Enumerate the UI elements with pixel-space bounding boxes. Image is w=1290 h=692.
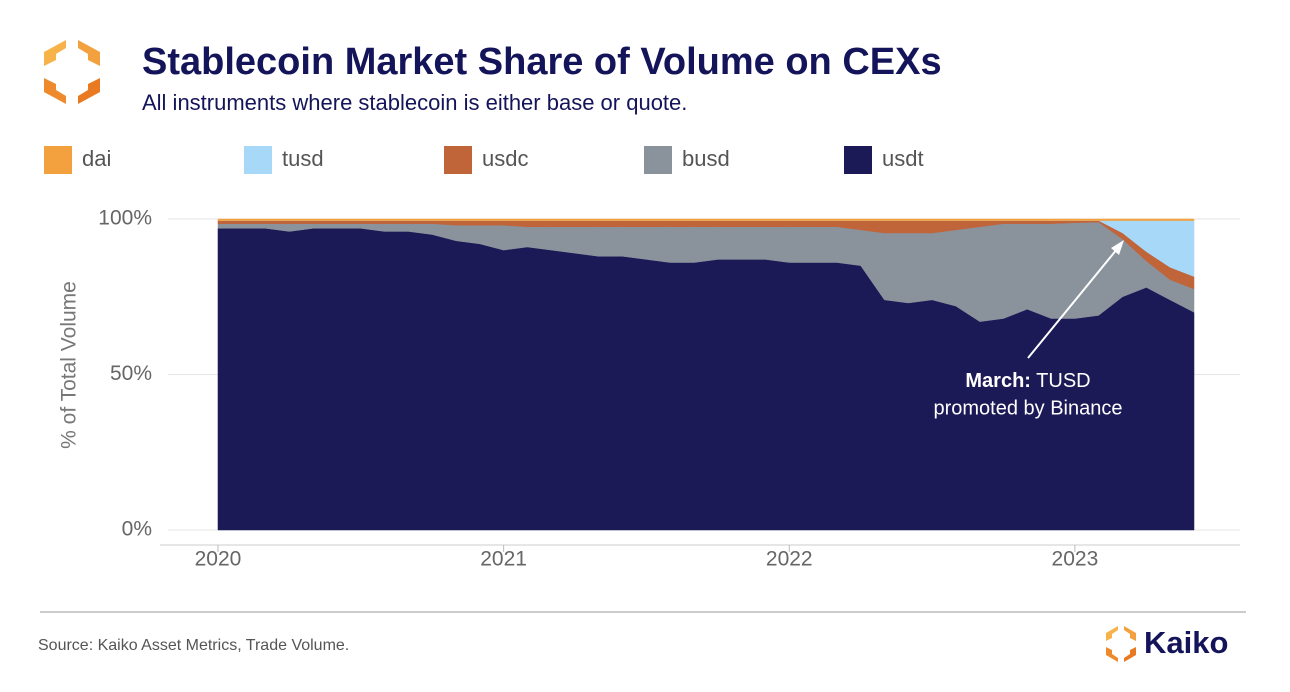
legend-label: usdc: [482, 146, 528, 171]
x-tick-label: 2020: [195, 548, 242, 571]
logo: [44, 40, 100, 104]
plot: 0% 50% 100% 2020 2021 2022 2023: [98, 207, 1240, 571]
x-tick-label: 2021: [480, 548, 527, 571]
x-tick-label: 2022: [766, 548, 813, 571]
annotation: March: TUSD: [965, 370, 1090, 392]
brand-logo: [1106, 626, 1136, 662]
legend-label: busd: [682, 146, 730, 171]
legend-swatch: [444, 146, 472, 174]
y-axis-label: % of Total Volume: [58, 281, 81, 449]
legend-swatch: [244, 146, 272, 174]
legend-label: usdt: [882, 146, 924, 171]
legend-swatch: [44, 146, 72, 174]
annotation-text: TUSD: [1036, 370, 1090, 392]
annotation-bold: March:: [965, 370, 1031, 392]
brand: Kaiko: [1144, 625, 1228, 660]
legend-label: dai: [82, 146, 111, 171]
y-tick-label: 50%: [110, 362, 152, 385]
x-tick-label: 2023: [1052, 548, 1099, 571]
chart-subtitle: All instruments where stablecoin is eith…: [142, 90, 687, 115]
legend-label: tusd: [282, 146, 324, 171]
chart-title: Stablecoin Market Share of Volume on CEX…: [142, 41, 942, 83]
area-dai: [217, 218, 1195, 221]
y-tick-label: 0%: [122, 518, 152, 541]
source: Source: Kaiko Asset Metrics, Trade Volum…: [38, 637, 349, 654]
annotation-arrow: [1027, 242, 1123, 359]
y-tick-label: 100%: [98, 207, 152, 230]
legend-swatch: [644, 146, 672, 174]
annotation-arrowhead: [1111, 240, 1124, 255]
annotation-line2: promoted by Binance: [933, 397, 1122, 419]
legend-swatch: [844, 146, 872, 174]
